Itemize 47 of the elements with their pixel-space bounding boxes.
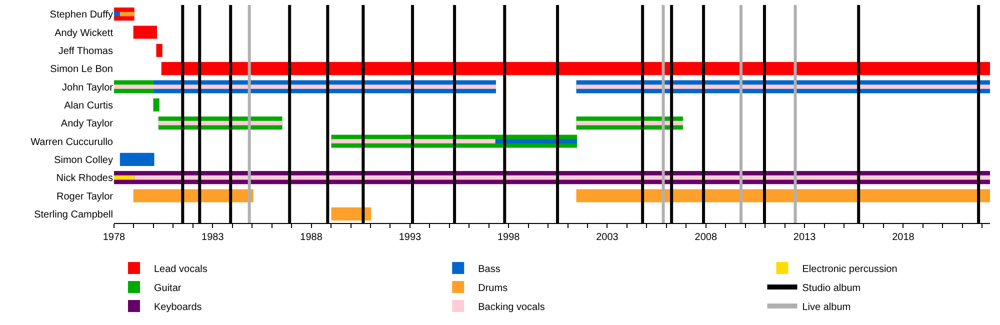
y-tick-label: Jeff Thomas <box>58 46 113 57</box>
x-tick-label: 2008 <box>694 232 718 243</box>
y-tick-label: Sterling Campbell <box>34 209 113 220</box>
bar <box>114 84 496 89</box>
x-tick-label: 2018 <box>892 232 915 243</box>
x-tick-label: 1998 <box>497 232 520 243</box>
legend-label: Drums <box>478 282 508 294</box>
bar <box>161 62 990 76</box>
y-tick-label: Warren Cuccurullo <box>30 136 114 148</box>
y-tick-label: Simon Colley <box>54 154 113 166</box>
legend-label: Bass <box>478 264 500 275</box>
legend-label: Backing vocals <box>478 302 545 313</box>
y-tick-label: Simon Le Bon <box>50 64 113 76</box>
x-tick-label: 1978 <box>102 232 126 243</box>
x-tick-label: 2013 <box>793 232 816 243</box>
bar <box>120 152 154 166</box>
bar <box>576 84 990 89</box>
legend-label: Keyboards <box>154 302 202 313</box>
bar <box>153 98 160 112</box>
bar <box>114 175 134 180</box>
bar <box>331 139 496 144</box>
bar <box>576 189 990 202</box>
bar <box>158 120 282 126</box>
legend-label: Live album <box>802 302 851 313</box>
x-tick-label: 2003 <box>596 232 619 243</box>
bar <box>133 26 158 39</box>
y-tick-label: Alan Curtis <box>64 100 113 112</box>
bar <box>331 207 372 220</box>
y-tick-label: Roger Taylor <box>56 191 114 202</box>
legend-label: Lead vocals <box>154 264 208 275</box>
bar <box>120 12 134 16</box>
x-tick-label: 1988 <box>300 232 323 243</box>
y-tick-label: Stephen Duffy <box>50 10 113 21</box>
bar <box>576 120 684 126</box>
y-tick-label: Nick Rhodes <box>56 173 113 184</box>
legend-label: Studio album <box>802 282 861 294</box>
y-tick-label: Andy Wickett <box>54 28 114 39</box>
bar <box>114 12 120 16</box>
x-tick-label: 1993 <box>398 232 422 243</box>
bar <box>156 44 162 57</box>
bar <box>495 139 578 144</box>
legend-label: Electronic percussion <box>802 264 898 275</box>
y-tick-label: Andy Taylor <box>60 118 114 130</box>
y-tick-label: John Taylor <box>62 82 114 94</box>
bar <box>134 175 990 180</box>
x-tick-label: 1983 <box>202 232 224 243</box>
legend-label: Guitar <box>154 282 182 294</box>
